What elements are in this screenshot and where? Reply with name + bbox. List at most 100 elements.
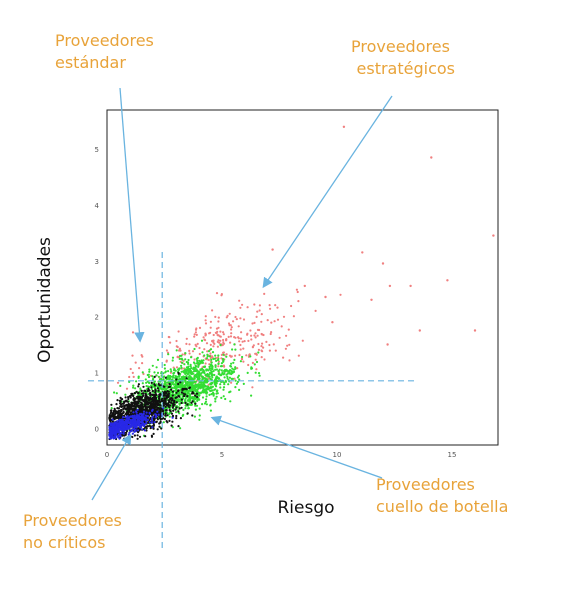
data-point [206, 391, 209, 394]
data-point [220, 362, 223, 365]
data-point [229, 400, 232, 403]
data-point [164, 414, 167, 417]
data-point [164, 409, 167, 412]
data-point [217, 354, 220, 357]
data-point [150, 397, 153, 400]
data-point [113, 413, 116, 416]
data-point [198, 381, 201, 384]
data-point [171, 386, 174, 389]
data-point [151, 426, 154, 429]
data-point [116, 416, 119, 420]
data-point [295, 288, 298, 291]
data-point [250, 366, 253, 369]
data-point [181, 387, 184, 390]
data-point [124, 431, 127, 434]
data-point [172, 376, 175, 379]
data-point [141, 382, 144, 385]
data-point [132, 375, 135, 378]
data-point [230, 381, 233, 384]
data-point [247, 363, 250, 367]
data-point [198, 377, 201, 380]
data-point [205, 357, 208, 360]
data-point [226, 375, 229, 378]
data-point [254, 358, 257, 361]
data-point [177, 394, 180, 397]
data-point [232, 320, 235, 323]
data-point [118, 434, 121, 437]
data-point [119, 410, 123, 413]
data-point [155, 401, 158, 404]
y-tick-label: 1 [95, 369, 99, 377]
data-point [116, 427, 119, 430]
data-point [198, 418, 201, 421]
data-point [208, 371, 212, 374]
data-point [130, 428, 133, 431]
data-point [214, 382, 217, 385]
data-point [198, 346, 201, 350]
data-point [196, 342, 199, 345]
data-point [160, 398, 163, 401]
data-point [168, 401, 171, 404]
data-point [141, 362, 144, 365]
data-point [147, 387, 150, 390]
data-point [258, 374, 261, 377]
data-point [132, 428, 135, 431]
data-point [171, 359, 174, 362]
data-point [166, 395, 169, 399]
data-point [127, 425, 130, 428]
data-point [231, 348, 234, 351]
y-tick-label: 3 [95, 258, 99, 266]
data-point [171, 394, 174, 397]
data-point [211, 376, 214, 379]
data-point [180, 361, 184, 364]
data-point [163, 417, 166, 421]
data-point [155, 415, 158, 418]
data-point [171, 426, 174, 429]
data-point [165, 349, 168, 352]
data-point [128, 410, 131, 413]
data-point [195, 385, 199, 388]
data-point [253, 321, 256, 324]
data-point [177, 410, 180, 413]
data-point [204, 373, 207, 376]
data-point [205, 398, 208, 401]
data-point [204, 377, 208, 381]
data-point [138, 412, 142, 415]
data-point [125, 423, 128, 426]
data-point [301, 339, 304, 342]
data-point [290, 304, 293, 308]
data-point [278, 336, 281, 339]
data-point [111, 418, 114, 421]
data-point [211, 365, 214, 368]
y-axis-ticks: 0 1 2 3 4 5 [95, 146, 100, 433]
data-point [220, 293, 223, 296]
data-point [192, 367, 195, 371]
data-point [119, 414, 122, 417]
data-point [192, 370, 195, 373]
data-point [260, 313, 263, 316]
data-point [186, 395, 189, 398]
data-point [150, 381, 153, 384]
data-point [131, 419, 134, 422]
data-point [204, 319, 207, 322]
data-point [175, 378, 178, 381]
data-point [122, 416, 125, 419]
data-point [150, 384, 153, 387]
data-point [188, 349, 191, 352]
data-point [187, 358, 190, 362]
data-point [165, 402, 168, 405]
data-point [189, 368, 192, 371]
data-point [409, 284, 412, 288]
data-point [207, 369, 210, 372]
data-point [297, 354, 300, 357]
data-point [195, 392, 199, 395]
data-point [113, 422, 116, 425]
data-point [162, 387, 165, 390]
data-point [116, 434, 119, 437]
data-point [134, 407, 137, 410]
data-point [192, 384, 195, 387]
data-point [185, 377, 188, 380]
data-point [205, 403, 208, 406]
data-point [115, 432, 118, 435]
data-point [177, 330, 180, 333]
